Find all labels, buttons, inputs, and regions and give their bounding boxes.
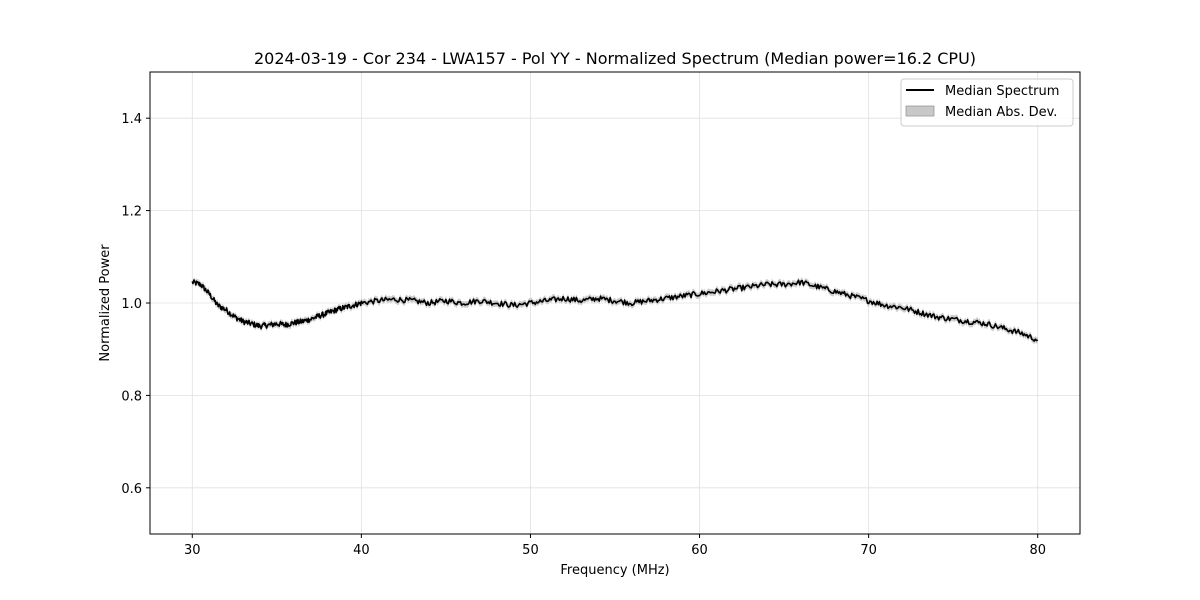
legend-entry-median-spectrum: Median Spectrum bbox=[945, 84, 1059, 99]
x-tick-label: 70 bbox=[860, 543, 877, 558]
series-median-spectrum-line bbox=[191, 279, 1039, 342]
x-axis: 30 40 50 60 70 80 bbox=[184, 534, 1046, 558]
legend-entry-median-abs-dev: Median Abs. Dev. bbox=[945, 105, 1057, 120]
y-tick-label: 0.8 bbox=[121, 389, 142, 404]
y-tick-label: 1.0 bbox=[121, 297, 142, 312]
legend-fill-swatch bbox=[905, 105, 935, 117]
legend: Median Spectrum Median Abs. Dev. bbox=[900, 78, 1074, 127]
x-axis-label: Frequency (MHz) bbox=[560, 563, 669, 578]
x-tick-label: 40 bbox=[353, 543, 370, 558]
x-tick-label: 30 bbox=[184, 543, 201, 558]
x-tick-label: 80 bbox=[1029, 543, 1046, 558]
y-axis-label: Normalized Power bbox=[98, 244, 113, 362]
y-tick-label: 1.2 bbox=[121, 205, 142, 220]
y-tick-label: 0.6 bbox=[121, 482, 142, 497]
chart-title: 2024-03-19 - Cor 234 - LWA157 - Pol YY -… bbox=[254, 49, 976, 68]
x-tick-label: 60 bbox=[691, 543, 708, 558]
legend-box bbox=[900, 78, 1074, 127]
y-tick-label: 1.4 bbox=[121, 112, 142, 127]
y-axis: 0.6 0.8 1.0 1.2 1.4 bbox=[121, 112, 150, 497]
median-line-group bbox=[191, 279, 1039, 342]
x-tick-label: 50 bbox=[522, 543, 539, 558]
